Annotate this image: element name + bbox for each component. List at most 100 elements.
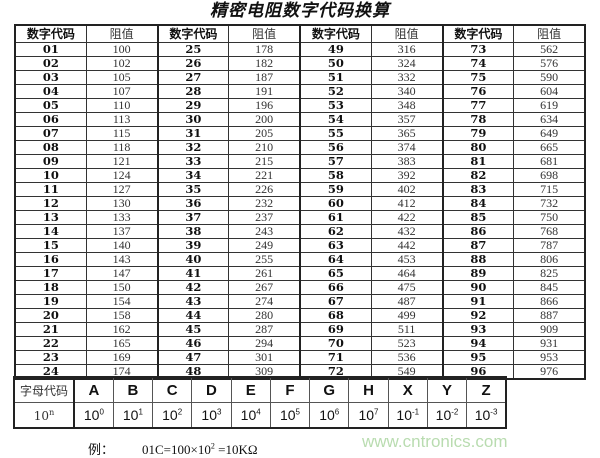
code-cell: 29 <box>156 98 230 113</box>
code-cell: 17 <box>14 266 87 281</box>
code-cell: 50 <box>298 56 372 71</box>
code-cell: 37 <box>156 210 230 225</box>
code-cell: 51 <box>298 70 372 85</box>
value-cell: 332 <box>370 70 444 85</box>
table-row: 16 143 40 255 64 453 88 806 <box>14 252 586 267</box>
value-cell: 243 <box>228 224 301 239</box>
code-cell: 43 <box>156 294 230 309</box>
code-cell: 20 <box>14 308 87 323</box>
value-cell: 931 <box>513 336 586 351</box>
code-cell: 36 <box>156 196 230 211</box>
power-row: 10n 100 101 102 103 104 105 106 107 10-1 10-2 10-3 <box>13 402 507 429</box>
code-cell: 13 <box>14 210 87 225</box>
value-cell: 196 <box>228 98 301 113</box>
value-cell: 976 <box>513 364 586 380</box>
header-code: 数字代码 <box>156 24 230 43</box>
code-cell: 25 <box>156 42 230 57</box>
value-cell: 210 <box>228 140 301 155</box>
code-cell: 85 <box>441 210 515 225</box>
value-cell: 105 <box>85 70 159 85</box>
value-cell: 162 <box>85 322 159 337</box>
table-row: 20 158 44 280 68 499 92 887 <box>14 308 586 323</box>
code-cell: 40 <box>156 252 230 267</box>
code-cell: 78 <box>441 112 515 127</box>
value-cell: 137 <box>85 224 159 239</box>
power-cell: 101 <box>112 402 154 429</box>
code-cell: 08 <box>14 140 87 155</box>
table-row: 09 121 33 215 57 383 81 681 <box>14 154 586 169</box>
value-cell: 340 <box>370 84 444 99</box>
power-cell: 104 <box>230 402 271 429</box>
code-cell: 33 <box>156 154 230 169</box>
code-cell: 92 <box>441 308 515 323</box>
code-cell: 45 <box>156 322 230 337</box>
value-cell: 536 <box>370 350 444 365</box>
letter-cell: A <box>73 376 114 403</box>
code-cell: 07 <box>14 126 87 141</box>
value-cell: 453 <box>370 252 444 267</box>
value-cell: 255 <box>228 252 301 267</box>
value-cell: 226 <box>228 182 301 197</box>
value-cell: 422 <box>370 210 444 225</box>
value-cell: 464 <box>370 266 444 281</box>
table-header: 数字代码 阻值 数字代码 阻值 数字代码 阻值 数字代码 阻值 <box>14 24 586 43</box>
code-cell: 58 <box>298 168 372 183</box>
value-cell: 324 <box>370 56 444 71</box>
header-code: 数字代码 <box>441 24 515 43</box>
value-cell: 619 <box>513 98 586 113</box>
power-cell: 102 <box>152 402 193 429</box>
code-cell: 39 <box>156 238 230 253</box>
code-cell: 30 <box>156 112 230 127</box>
code-cell: 31 <box>156 126 230 141</box>
code-cell: 19 <box>14 294 87 309</box>
value-cell: 113 <box>85 112 159 127</box>
power-cell: 100 <box>73 402 114 429</box>
code-cell: 79 <box>441 126 515 141</box>
page-title: 精密电阻数字代码换算 <box>210 1 390 21</box>
value-cell: 523 <box>370 336 444 351</box>
value-cell: 698 <box>513 168 586 183</box>
code-cell: 76 <box>441 84 515 99</box>
value-cell: 316 <box>370 42 444 57</box>
code-cell: 46 <box>156 336 230 351</box>
code-cell: 88 <box>441 252 515 267</box>
code-cell: 12 <box>14 196 87 211</box>
table-row: 21 162 45 287 69 511 93 909 <box>14 322 586 337</box>
table-row: 19 154 43 274 67 487 91 866 <box>14 294 586 309</box>
value-cell: 511 <box>370 322 444 337</box>
power-cell: 10-1 <box>387 402 428 429</box>
code-cell: 11 <box>14 182 87 197</box>
value-cell: 133 <box>85 210 159 225</box>
table-row: 05 110 29 196 53 348 77 619 <box>14 98 586 113</box>
code-cell: 95 <box>441 350 515 365</box>
value-cell: 261 <box>228 266 301 281</box>
power-cell: 107 <box>348 402 389 429</box>
value-cell: 274 <box>228 294 301 309</box>
code-cell: 18 <box>14 280 87 295</box>
value-cell: 165 <box>85 336 159 351</box>
code-cell: 32 <box>156 140 230 155</box>
power-cell: 106 <box>309 402 350 429</box>
value-cell: 232 <box>228 196 301 211</box>
letter-cell: D <box>191 376 232 403</box>
code-cell: 05 <box>14 98 87 113</box>
letter-cell: F <box>269 376 311 403</box>
code-cell: 02 <box>14 56 87 71</box>
value-cell: 412 <box>370 196 444 211</box>
value-cell: 604 <box>513 84 586 99</box>
code-cell: 15 <box>14 238 87 253</box>
code-cell: 73 <box>441 42 515 57</box>
code-cell: 26 <box>156 56 230 71</box>
code-cell: 47 <box>156 350 230 365</box>
header-value: 阻值 <box>370 24 444 43</box>
value-cell: 665 <box>513 140 586 155</box>
code-cell: 77 <box>441 98 515 113</box>
value-cell: 191 <box>228 84 301 99</box>
code-cell: 62 <box>298 224 372 239</box>
table-row: 15 140 39 249 63 442 87 787 <box>14 238 586 253</box>
code-cell: 09 <box>14 154 87 169</box>
code-cell: 60 <box>298 196 372 211</box>
letter-cell: C <box>152 376 193 403</box>
value-cell: 432 <box>370 224 444 239</box>
value-cell: 634 <box>513 112 586 127</box>
